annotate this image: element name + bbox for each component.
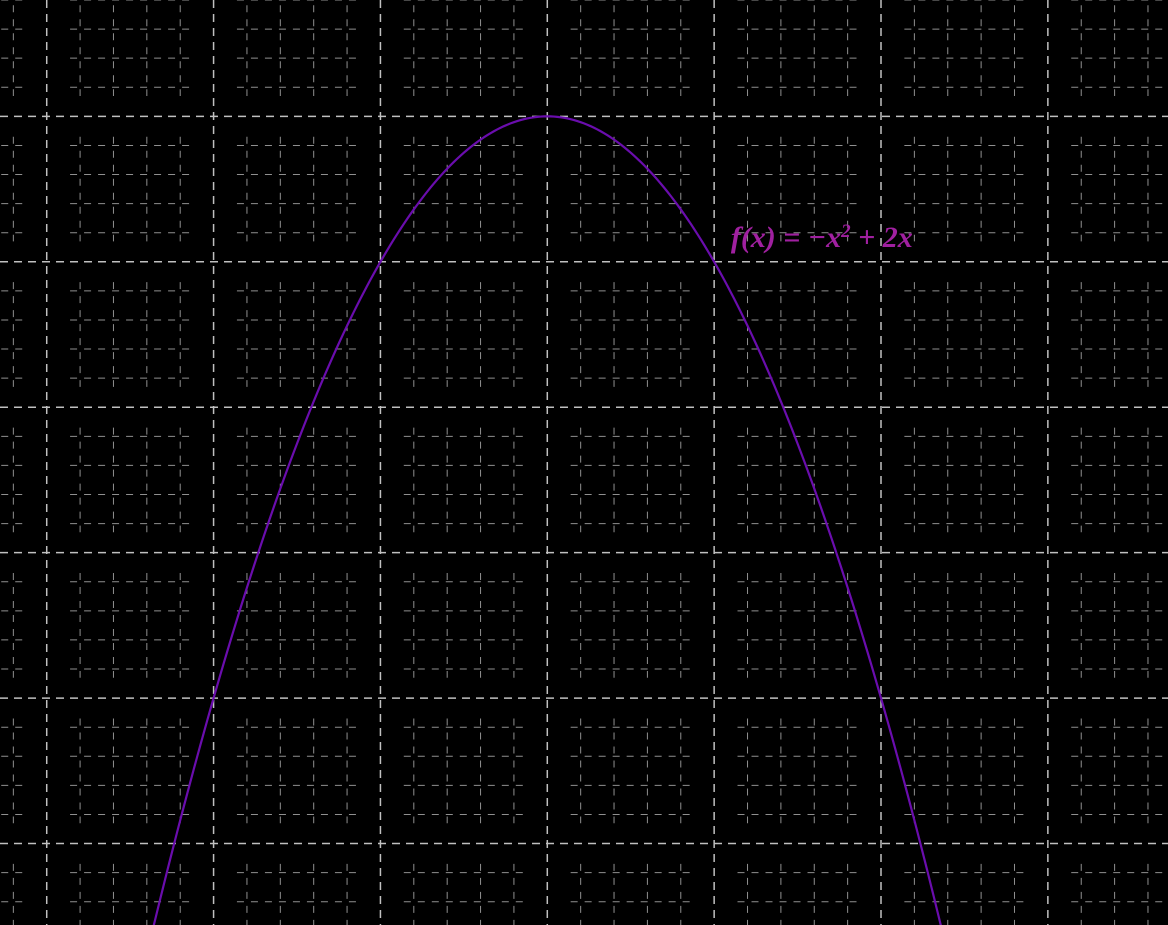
function-plot: f(x) = −x2 + 2x [0, 0, 1168, 925]
function-label: f(x) = −x2 + 2x [731, 221, 913, 255]
plot-svg: f(x) = −x2 + 2x [0, 0, 1168, 925]
label-layer: f(x) = −x2 + 2x [731, 221, 913, 255]
plot-background [0, 0, 1168, 925]
